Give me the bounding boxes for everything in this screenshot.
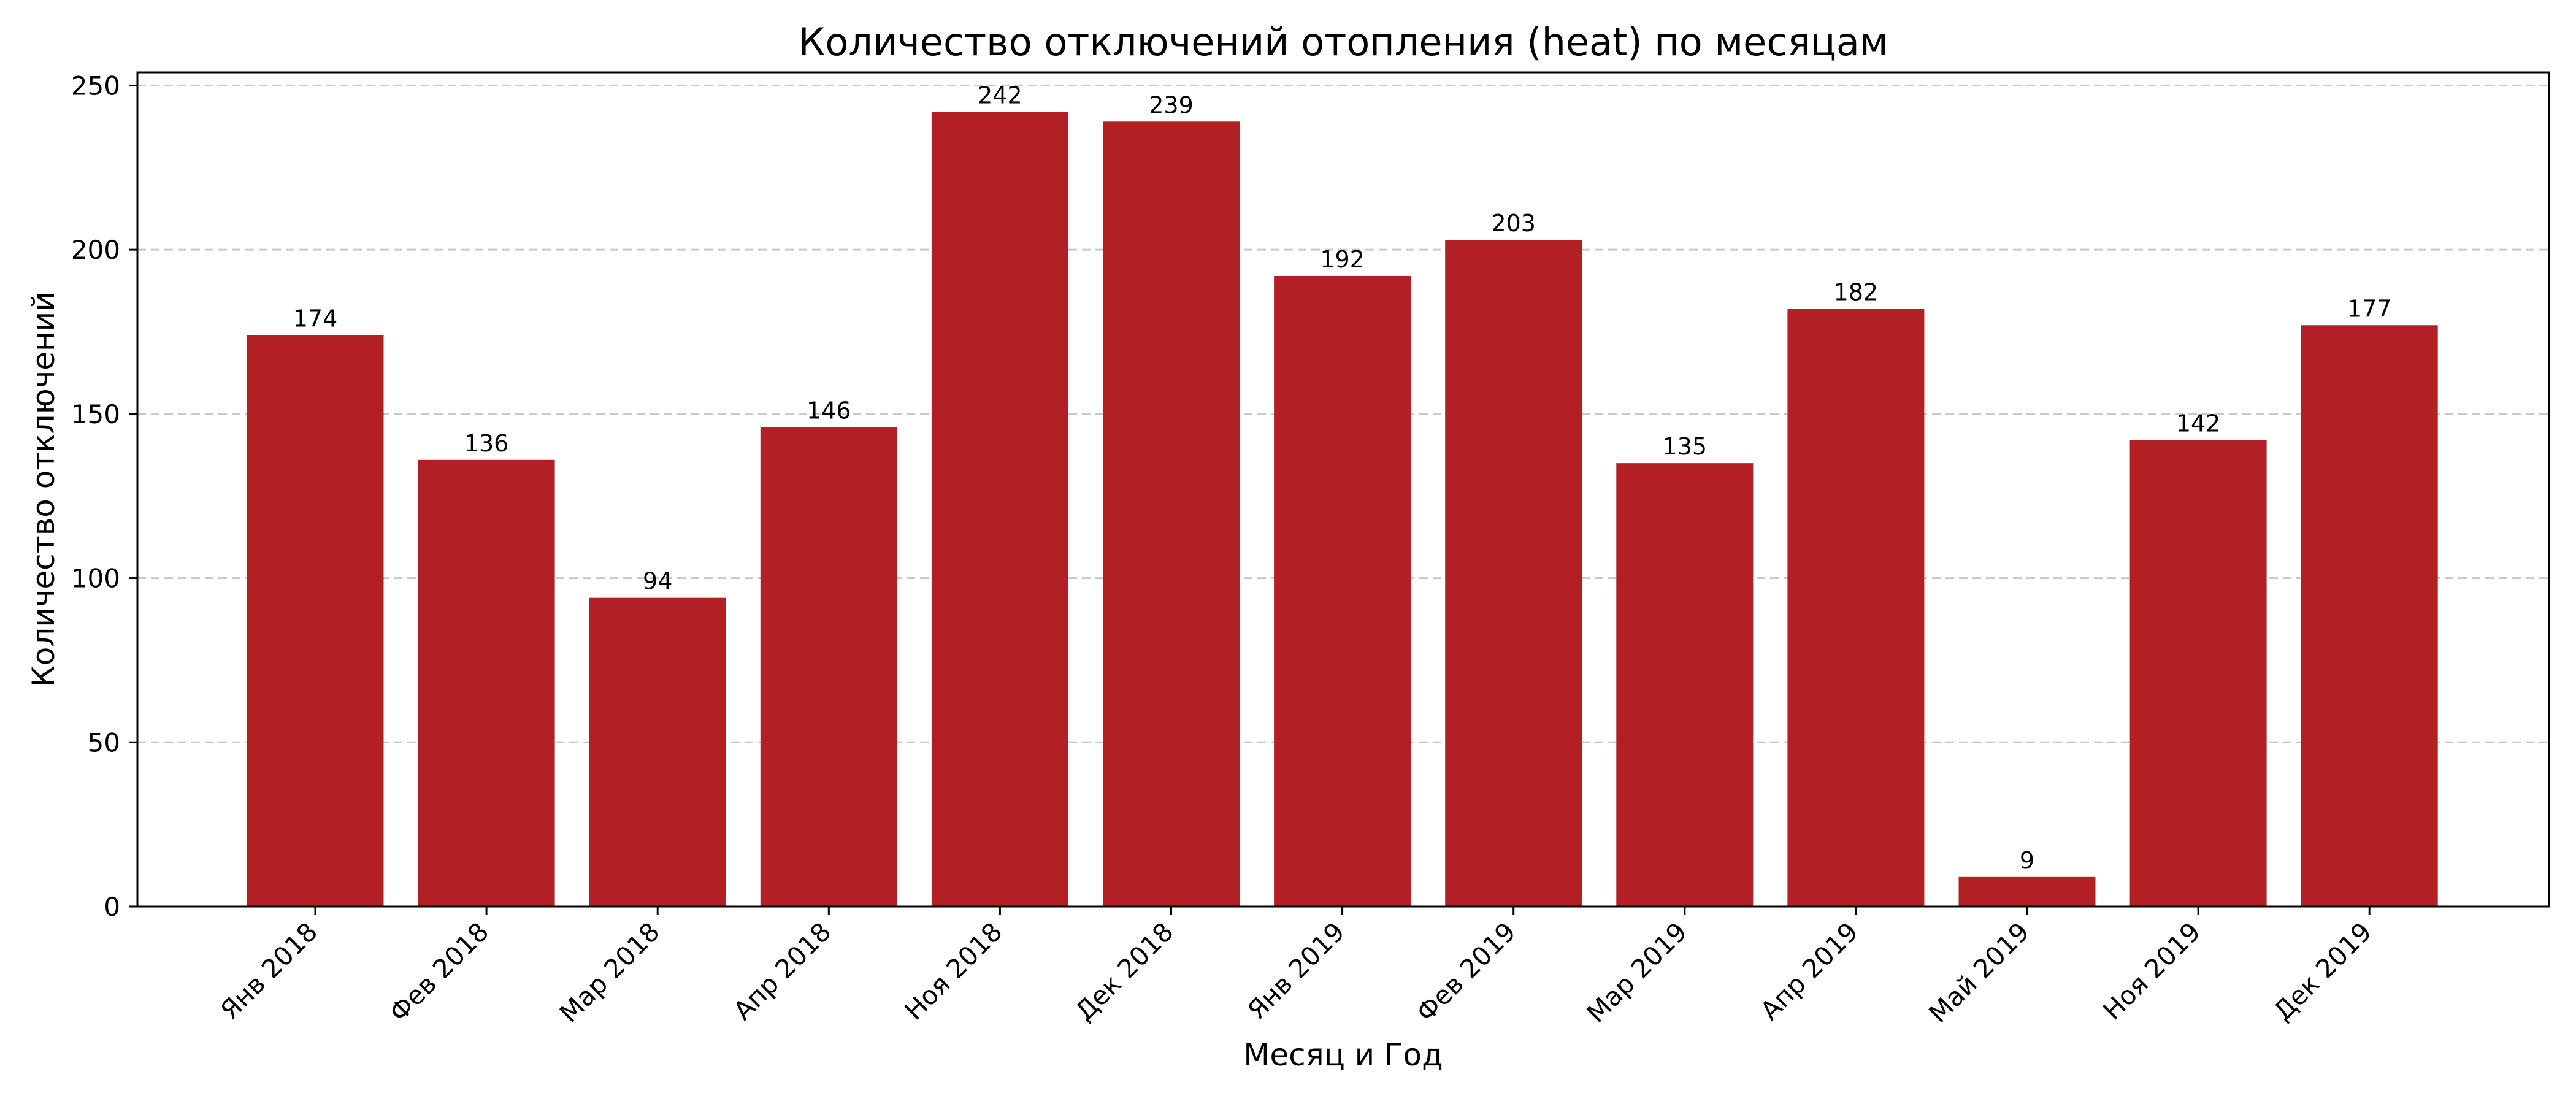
bar <box>1958 876 2096 907</box>
x-axis-ticks: Янв 2018 Фев 2018 Мар 2018 Апр 2018 Ноя 2018… <box>215 907 2377 1029</box>
bar <box>418 459 555 907</box>
x-tick-label: Апр 2019 <box>1755 916 1864 1025</box>
y-tick-label: 150 <box>71 399 120 429</box>
chart-title: Количество отключений отопления (heat) п… <box>798 20 1888 64</box>
x-tick-label: Фев 2018 <box>383 916 494 1027</box>
x-tick-label: Мар 2019 <box>1581 916 1693 1028</box>
y-tick-label: 200 <box>71 235 120 265</box>
data-label: 239 <box>1149 91 1194 118</box>
bar <box>247 335 384 907</box>
y-tick-label: 100 <box>71 564 120 594</box>
y-tick-label: 0 <box>104 892 120 922</box>
bar <box>1103 121 1240 907</box>
x-tick-label: Янв 2019 <box>1241 916 1350 1025</box>
x-tick-label: Дек 2019 <box>2267 916 2377 1026</box>
data-label: 242 <box>978 82 1022 109</box>
y-tick-label: 250 <box>71 71 120 101</box>
x-tick-label: Дек 2018 <box>1069 916 1179 1026</box>
bar <box>2129 440 2267 907</box>
data-label: 203 <box>1491 210 1536 237</box>
bar <box>1274 275 1411 907</box>
data-label: 146 <box>807 397 851 424</box>
x-tick-label: Ноя 2018 <box>899 916 1008 1025</box>
bar <box>1445 240 1582 907</box>
x-tick-label: Май 2019 <box>1923 916 2035 1029</box>
bar <box>589 597 726 907</box>
x-axis-label: Месяц и Год <box>1243 1037 1443 1073</box>
data-label: 192 <box>1320 246 1365 273</box>
y-axis-label: Количество отключений <box>26 291 61 687</box>
data-label: 94 <box>643 568 672 595</box>
bar <box>1787 309 1925 907</box>
bar <box>760 427 897 907</box>
x-tick-label: Ноя 2019 <box>2097 916 2206 1025</box>
y-axis-ticks: 0 50 100 150 200 250 <box>71 71 137 922</box>
data-label: 136 <box>464 430 509 457</box>
data-label: 142 <box>2176 410 2221 437</box>
data-label: 9 <box>2020 847 2034 874</box>
bar <box>2301 325 2438 907</box>
y-tick-label: 50 <box>88 727 120 757</box>
data-label: 182 <box>1834 279 1879 306</box>
x-tick-label: Апр 2018 <box>727 916 837 1025</box>
bars-group <box>247 112 2438 907</box>
data-labels-group: 174 136 94 146 242 239 192 203 135 182 9 142 177 <box>293 82 2392 874</box>
data-label: 174 <box>293 305 338 332</box>
data-label: 177 <box>2347 295 2392 322</box>
bar <box>1616 463 1754 907</box>
data-label: 135 <box>1663 433 1708 460</box>
bar <box>931 112 1068 907</box>
x-tick-label: Фев 2019 <box>1411 916 1522 1027</box>
x-tick-label: Мар 2018 <box>554 916 665 1028</box>
x-tick-label: Янв 2018 <box>215 916 323 1025</box>
